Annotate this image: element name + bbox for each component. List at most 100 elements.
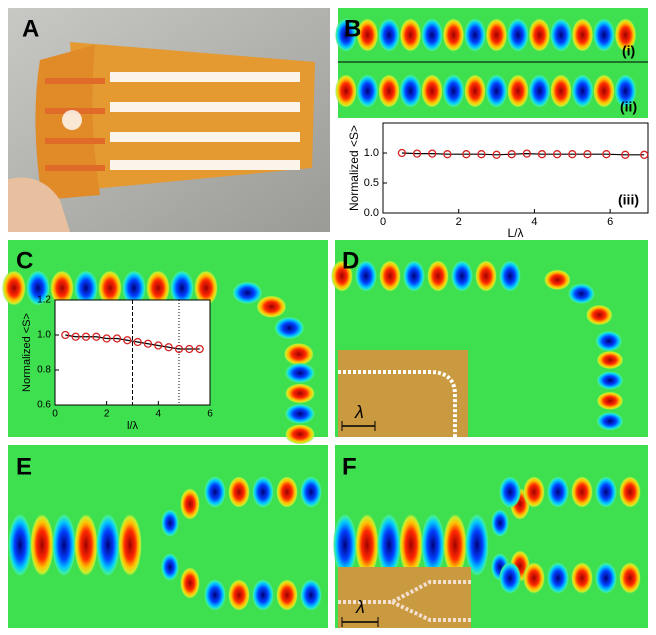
- field-lobe: [507, 18, 529, 52]
- y-tick-label: 0.6: [37, 400, 51, 411]
- field-lobe: [485, 18, 508, 52]
- field-lobe: [252, 579, 274, 611]
- point: [443, 150, 452, 159]
- x-tick-label: 6: [207, 409, 213, 420]
- panel-label: B: [344, 15, 361, 42]
- field-lobe: [300, 579, 322, 611]
- field-lobe: [543, 269, 571, 291]
- field-lobe: [507, 74, 529, 108]
- y-tick-label: 1.2: [37, 295, 51, 306]
- field-lobe: [118, 513, 142, 577]
- field-lobe: [585, 304, 613, 326]
- field-lobe: [335, 74, 357, 108]
- field-lobe: [567, 283, 596, 305]
- field-lobe: [335, 18, 357, 52]
- inset-photo: λ: [338, 350, 468, 437]
- field-lobe: [74, 270, 98, 306]
- point: [154, 341, 163, 350]
- field-lobe: [273, 316, 305, 340]
- field-lobe: [232, 281, 263, 305]
- field-lobe: [465, 513, 489, 577]
- field-lobe: [379, 260, 401, 292]
- field-lobe: [194, 270, 218, 306]
- photo: [8, 8, 330, 232]
- field-lobe: [550, 18, 572, 52]
- field-lobe: [614, 18, 637, 52]
- field-lobe: [228, 476, 250, 508]
- point: [123, 336, 132, 345]
- y-axis-label: Normalized <S>: [347, 125, 361, 211]
- field-lobe: [377, 513, 401, 577]
- chart-panel: [338, 118, 648, 232]
- point: [621, 150, 630, 159]
- field-lobe: [8, 513, 32, 577]
- field-lobe: [284, 424, 316, 445]
- field-lobe: [596, 391, 624, 411]
- point: [492, 150, 501, 159]
- x-tick-label: 4: [156, 409, 162, 420]
- field-lobe: [451, 260, 473, 292]
- field-lobe: [180, 488, 200, 520]
- field-lobe: [333, 513, 357, 577]
- field-lobe: [619, 476, 641, 508]
- y-tick-label: 1.0: [364, 147, 379, 159]
- field-lobe: [52, 513, 76, 577]
- field-lobe: [50, 270, 74, 306]
- field-lobe: [355, 260, 377, 292]
- y-tick-label: 0.5: [364, 177, 379, 189]
- field-lobe: [593, 18, 615, 52]
- point: [195, 344, 204, 354]
- field-lobe: [2, 270, 26, 306]
- field-lobe: [204, 476, 226, 508]
- point: [61, 330, 70, 340]
- field-lobe: [442, 74, 465, 108]
- field-lobe: [378, 74, 400, 108]
- field-lobe: [276, 579, 298, 611]
- x-tick-label: 0: [52, 409, 58, 420]
- series-line: [401, 152, 645, 156]
- point: [477, 150, 486, 159]
- field-lobe: [161, 553, 179, 581]
- x-tick-label: 2: [104, 409, 110, 420]
- field-lobe: [464, 74, 486, 108]
- field-lobe: [464, 18, 486, 52]
- inset-photo: λ: [338, 567, 471, 628]
- y-tick-label: 1.0: [37, 330, 51, 341]
- field-lobe: [284, 403, 316, 424]
- field-lobe: [256, 295, 287, 319]
- field-lobe: [283, 342, 315, 366]
- field-lobe: [499, 260, 521, 292]
- field-lobe: [595, 330, 623, 352]
- field-lobe: [356, 18, 379, 52]
- field-lobe: [523, 562, 545, 594]
- panel-label: A: [22, 15, 39, 42]
- field-lobe: [523, 476, 545, 508]
- x-tick-label: 2: [456, 216, 462, 228]
- annotation: (iii): [618, 192, 639, 208]
- point: [568, 150, 577, 159]
- x-axis-label: l/λ: [127, 420, 139, 432]
- field-lobe: [421, 513, 445, 577]
- field-lobe: [74, 513, 98, 577]
- series-line: [65, 334, 200, 350]
- sub-label: (ii): [620, 99, 637, 115]
- point: [583, 150, 592, 159]
- scale-label: λ: [354, 402, 364, 422]
- field-lobe: [596, 411, 624, 431]
- field-lobe: [96, 513, 120, 577]
- field-lobe: [30, 513, 54, 577]
- scale-label: λ: [355, 597, 365, 617]
- point: [428, 149, 437, 158]
- field-lobe: [499, 476, 521, 508]
- field-lobe: [276, 476, 298, 508]
- field-lobe: [399, 513, 423, 577]
- field-lobe: [442, 18, 465, 52]
- field-lobe: [284, 362, 316, 384]
- point: [81, 332, 91, 341]
- field-lobe: [161, 509, 179, 537]
- field-lobe: [355, 513, 379, 577]
- field-lobe: [528, 18, 551, 52]
- field-lobe: [421, 18, 443, 52]
- point: [602, 150, 611, 159]
